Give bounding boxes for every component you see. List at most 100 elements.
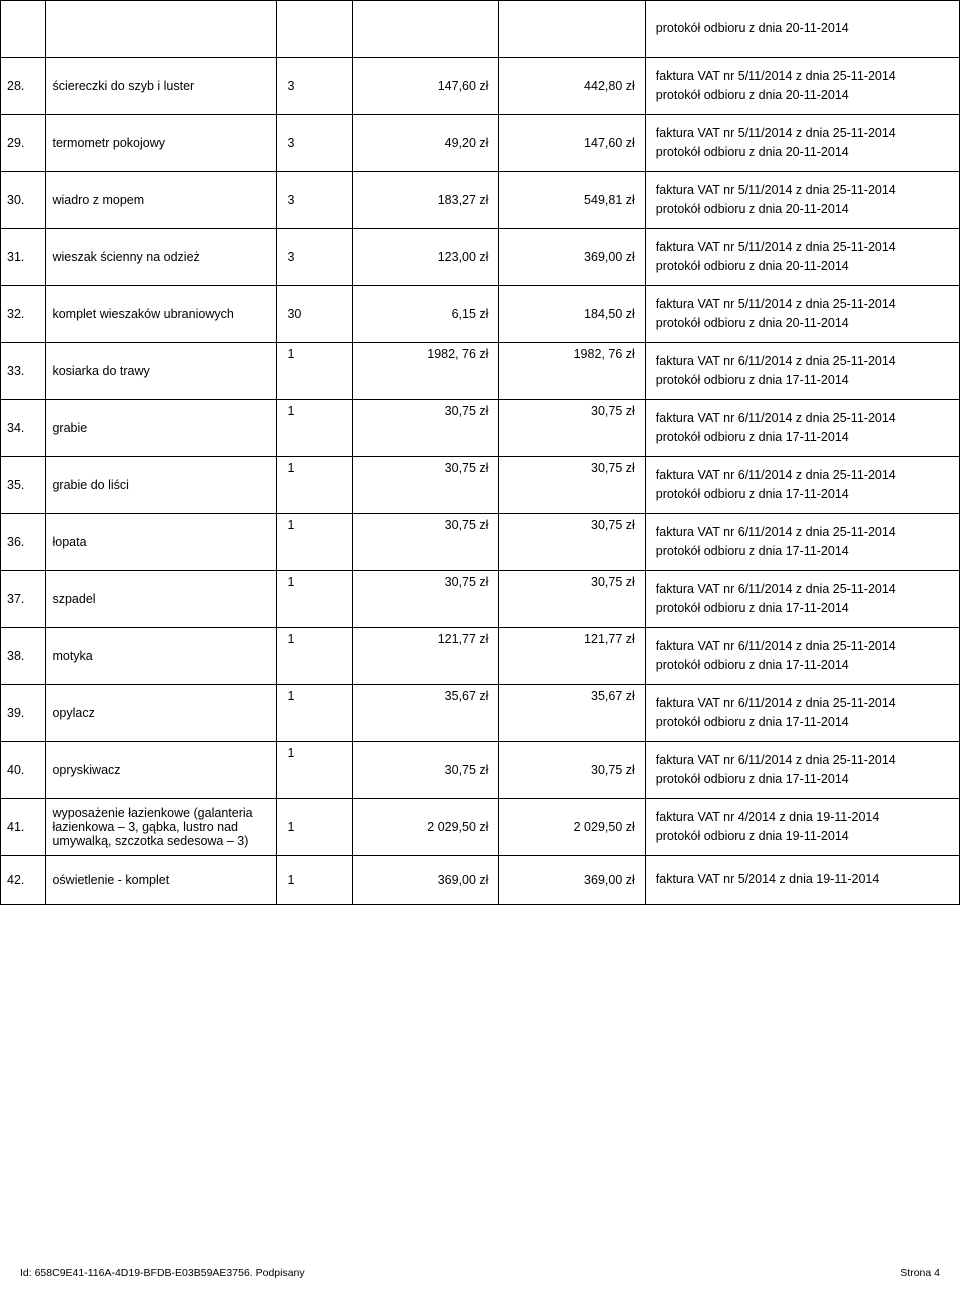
cell-number: 34. — [1, 400, 46, 457]
cell-qty: 1 — [277, 343, 353, 400]
cell-number: 42. — [1, 856, 46, 905]
cell-number: 31. — [1, 229, 46, 286]
cell-price: 2 029,50 zł — [353, 799, 499, 856]
table-row: 36.łopata130,75 zł30,75 złfaktura VAT nr… — [1, 514, 960, 571]
table-row: 37.szpadel130,75 zł30,75 złfaktura VAT n… — [1, 571, 960, 628]
cell-qty: 3 — [277, 172, 353, 229]
table-row: 40.opryskiwacz130,75 zł30,75 złfaktura V… — [1, 742, 960, 799]
cell-desc: faktura VAT nr 6/11/2014 z dnia 25-11-20… — [645, 514, 959, 571]
cell-name: oświetlenie - komplet — [46, 856, 277, 905]
cell-name: szpadel — [46, 571, 277, 628]
cell-number: 30. — [1, 172, 46, 229]
cell-qty: 1 — [277, 685, 353, 742]
cell-desc: faktura VAT nr 6/11/2014 z dnia 25-11-20… — [645, 457, 959, 514]
footer-id: Id: 658C9E41-116A-4D19-BFDB-E03B59AE3756… — [20, 1267, 305, 1279]
cell-qty — [277, 1, 353, 58]
cell-price: 30,75 zł — [353, 571, 499, 628]
table-row: 33.kosiarka do trawy11982, 76 zł1982, 76… — [1, 343, 960, 400]
cell-number: 41. — [1, 799, 46, 856]
cell-total: 549,81 zł — [499, 172, 645, 229]
cell-number: 33. — [1, 343, 46, 400]
cell-number: 28. — [1, 58, 46, 115]
table-row: 35.grabie do liści130,75 zł30,75 złfaktu… — [1, 457, 960, 514]
cell-name: wyposażenie łazienkowe (galanteria łazie… — [46, 799, 277, 856]
cell-name: opylacz — [46, 685, 277, 742]
cell-price: 1982, 76 zł — [353, 343, 499, 400]
cell-qty: 1 — [277, 457, 353, 514]
table-row: 29.termometr pokojowy349,20 zł147,60 złf… — [1, 115, 960, 172]
cell-price: 30,75 zł — [353, 742, 499, 799]
cell-price: 123,00 zł — [353, 229, 499, 286]
cell-name — [46, 1, 277, 58]
cell-desc: faktura VAT nr 6/11/2014 z dnia 25-11-20… — [645, 343, 959, 400]
cell-qty: 3 — [277, 115, 353, 172]
cell-number: 37. — [1, 571, 46, 628]
cell-name: grabie do liści — [46, 457, 277, 514]
cell-price: 121,77 zł — [353, 628, 499, 685]
cell-number: 29. — [1, 115, 46, 172]
cell-name: łopata — [46, 514, 277, 571]
cell-price: 369,00 zł — [353, 856, 499, 905]
cell-qty: 30 — [277, 286, 353, 343]
cell-total — [499, 1, 645, 58]
cell-total: 147,60 zł — [499, 115, 645, 172]
cell-number: 39. — [1, 685, 46, 742]
cell-total: 442,80 zł — [499, 58, 645, 115]
cell-desc: faktura VAT nr 6/11/2014 z dnia 25-11-20… — [645, 400, 959, 457]
cell-name: ściereczki do szyb i luster — [46, 58, 277, 115]
cell-name: grabie — [46, 400, 277, 457]
cell-number: 35. — [1, 457, 46, 514]
table-row: protokół odbioru z dnia 20-11-2014 — [1, 1, 960, 58]
cell-total: 30,75 zł — [499, 400, 645, 457]
table-row: 38.motyka1121,77 zł121,77 złfaktura VAT … — [1, 628, 960, 685]
cell-qty: 3 — [277, 58, 353, 115]
cell-price — [353, 1, 499, 58]
cell-total: 30,75 zł — [499, 457, 645, 514]
cell-price: 6,15 zł — [353, 286, 499, 343]
cell-total: 1982, 76 zł — [499, 343, 645, 400]
cell-desc: faktura VAT nr 5/11/2014 z dnia 25-11-20… — [645, 172, 959, 229]
cell-name: motyka — [46, 628, 277, 685]
table-row: 31.wieszak ścienny na odzież3123,00 zł36… — [1, 229, 960, 286]
cell-name: kosiarka do trawy — [46, 343, 277, 400]
table-row: 39.opylacz135,67 zł35,67 złfaktura VAT n… — [1, 685, 960, 742]
cell-qty: 1 — [277, 799, 353, 856]
cell-total: 184,50 zł — [499, 286, 645, 343]
table-row: 32.komplet wieszaków ubraniowych306,15 z… — [1, 286, 960, 343]
cell-desc: faktura VAT nr 6/11/2014 z dnia 25-11-20… — [645, 571, 959, 628]
cell-qty: 1 — [277, 742, 353, 799]
cell-total: 30,75 zł — [499, 514, 645, 571]
cell-desc: faktura VAT nr 4/2014 z dnia 19-11-2014p… — [645, 799, 959, 856]
table-row: 30.wiadro z mopem3183,27 zł549,81 złfakt… — [1, 172, 960, 229]
cell-number: 32. — [1, 286, 46, 343]
table-row: 34.grabie130,75 zł30,75 złfaktura VAT nr… — [1, 400, 960, 457]
cell-name: wiadro z mopem — [46, 172, 277, 229]
cell-qty: 1 — [277, 400, 353, 457]
cell-name: opryskiwacz — [46, 742, 277, 799]
cell-total: 121,77 zł — [499, 628, 645, 685]
cell-price: 147,60 zł — [353, 58, 499, 115]
cell-desc: faktura VAT nr 5/11/2014 z dnia 25-11-20… — [645, 115, 959, 172]
cell-total: 35,67 zł — [499, 685, 645, 742]
cell-qty: 1 — [277, 628, 353, 685]
cell-qty: 1 — [277, 514, 353, 571]
table-row: 28.ściereczki do szyb i luster3147,60 zł… — [1, 58, 960, 115]
cell-price: 30,75 zł — [353, 400, 499, 457]
cell-price: 183,27 zł — [353, 172, 499, 229]
cell-qty: 1 — [277, 571, 353, 628]
cell-desc: faktura VAT nr 6/11/2014 z dnia 25-11-20… — [645, 742, 959, 799]
footer-page: Strona 4 — [900, 1267, 940, 1279]
cell-desc: faktura VAT nr 5/11/2014 z dnia 25-11-20… — [645, 58, 959, 115]
cell-number: 36. — [1, 514, 46, 571]
cell-total: 2 029,50 zł — [499, 799, 645, 856]
cell-name: komplet wieszaków ubraniowych — [46, 286, 277, 343]
table-row: 42.oświetlenie - komplet1369,00 zł369,00… — [1, 856, 960, 905]
cell-number — [1, 1, 46, 58]
cell-desc: faktura VAT nr 6/11/2014 z dnia 25-11-20… — [645, 628, 959, 685]
cell-desc: protokół odbioru z dnia 20-11-2014 — [645, 1, 959, 58]
cell-total: 30,75 zł — [499, 571, 645, 628]
cell-total: 30,75 zł — [499, 742, 645, 799]
cell-price: 30,75 zł — [353, 514, 499, 571]
cell-total: 369,00 zł — [499, 856, 645, 905]
cell-desc: faktura VAT nr 5/11/2014 z dnia 25-11-20… — [645, 229, 959, 286]
